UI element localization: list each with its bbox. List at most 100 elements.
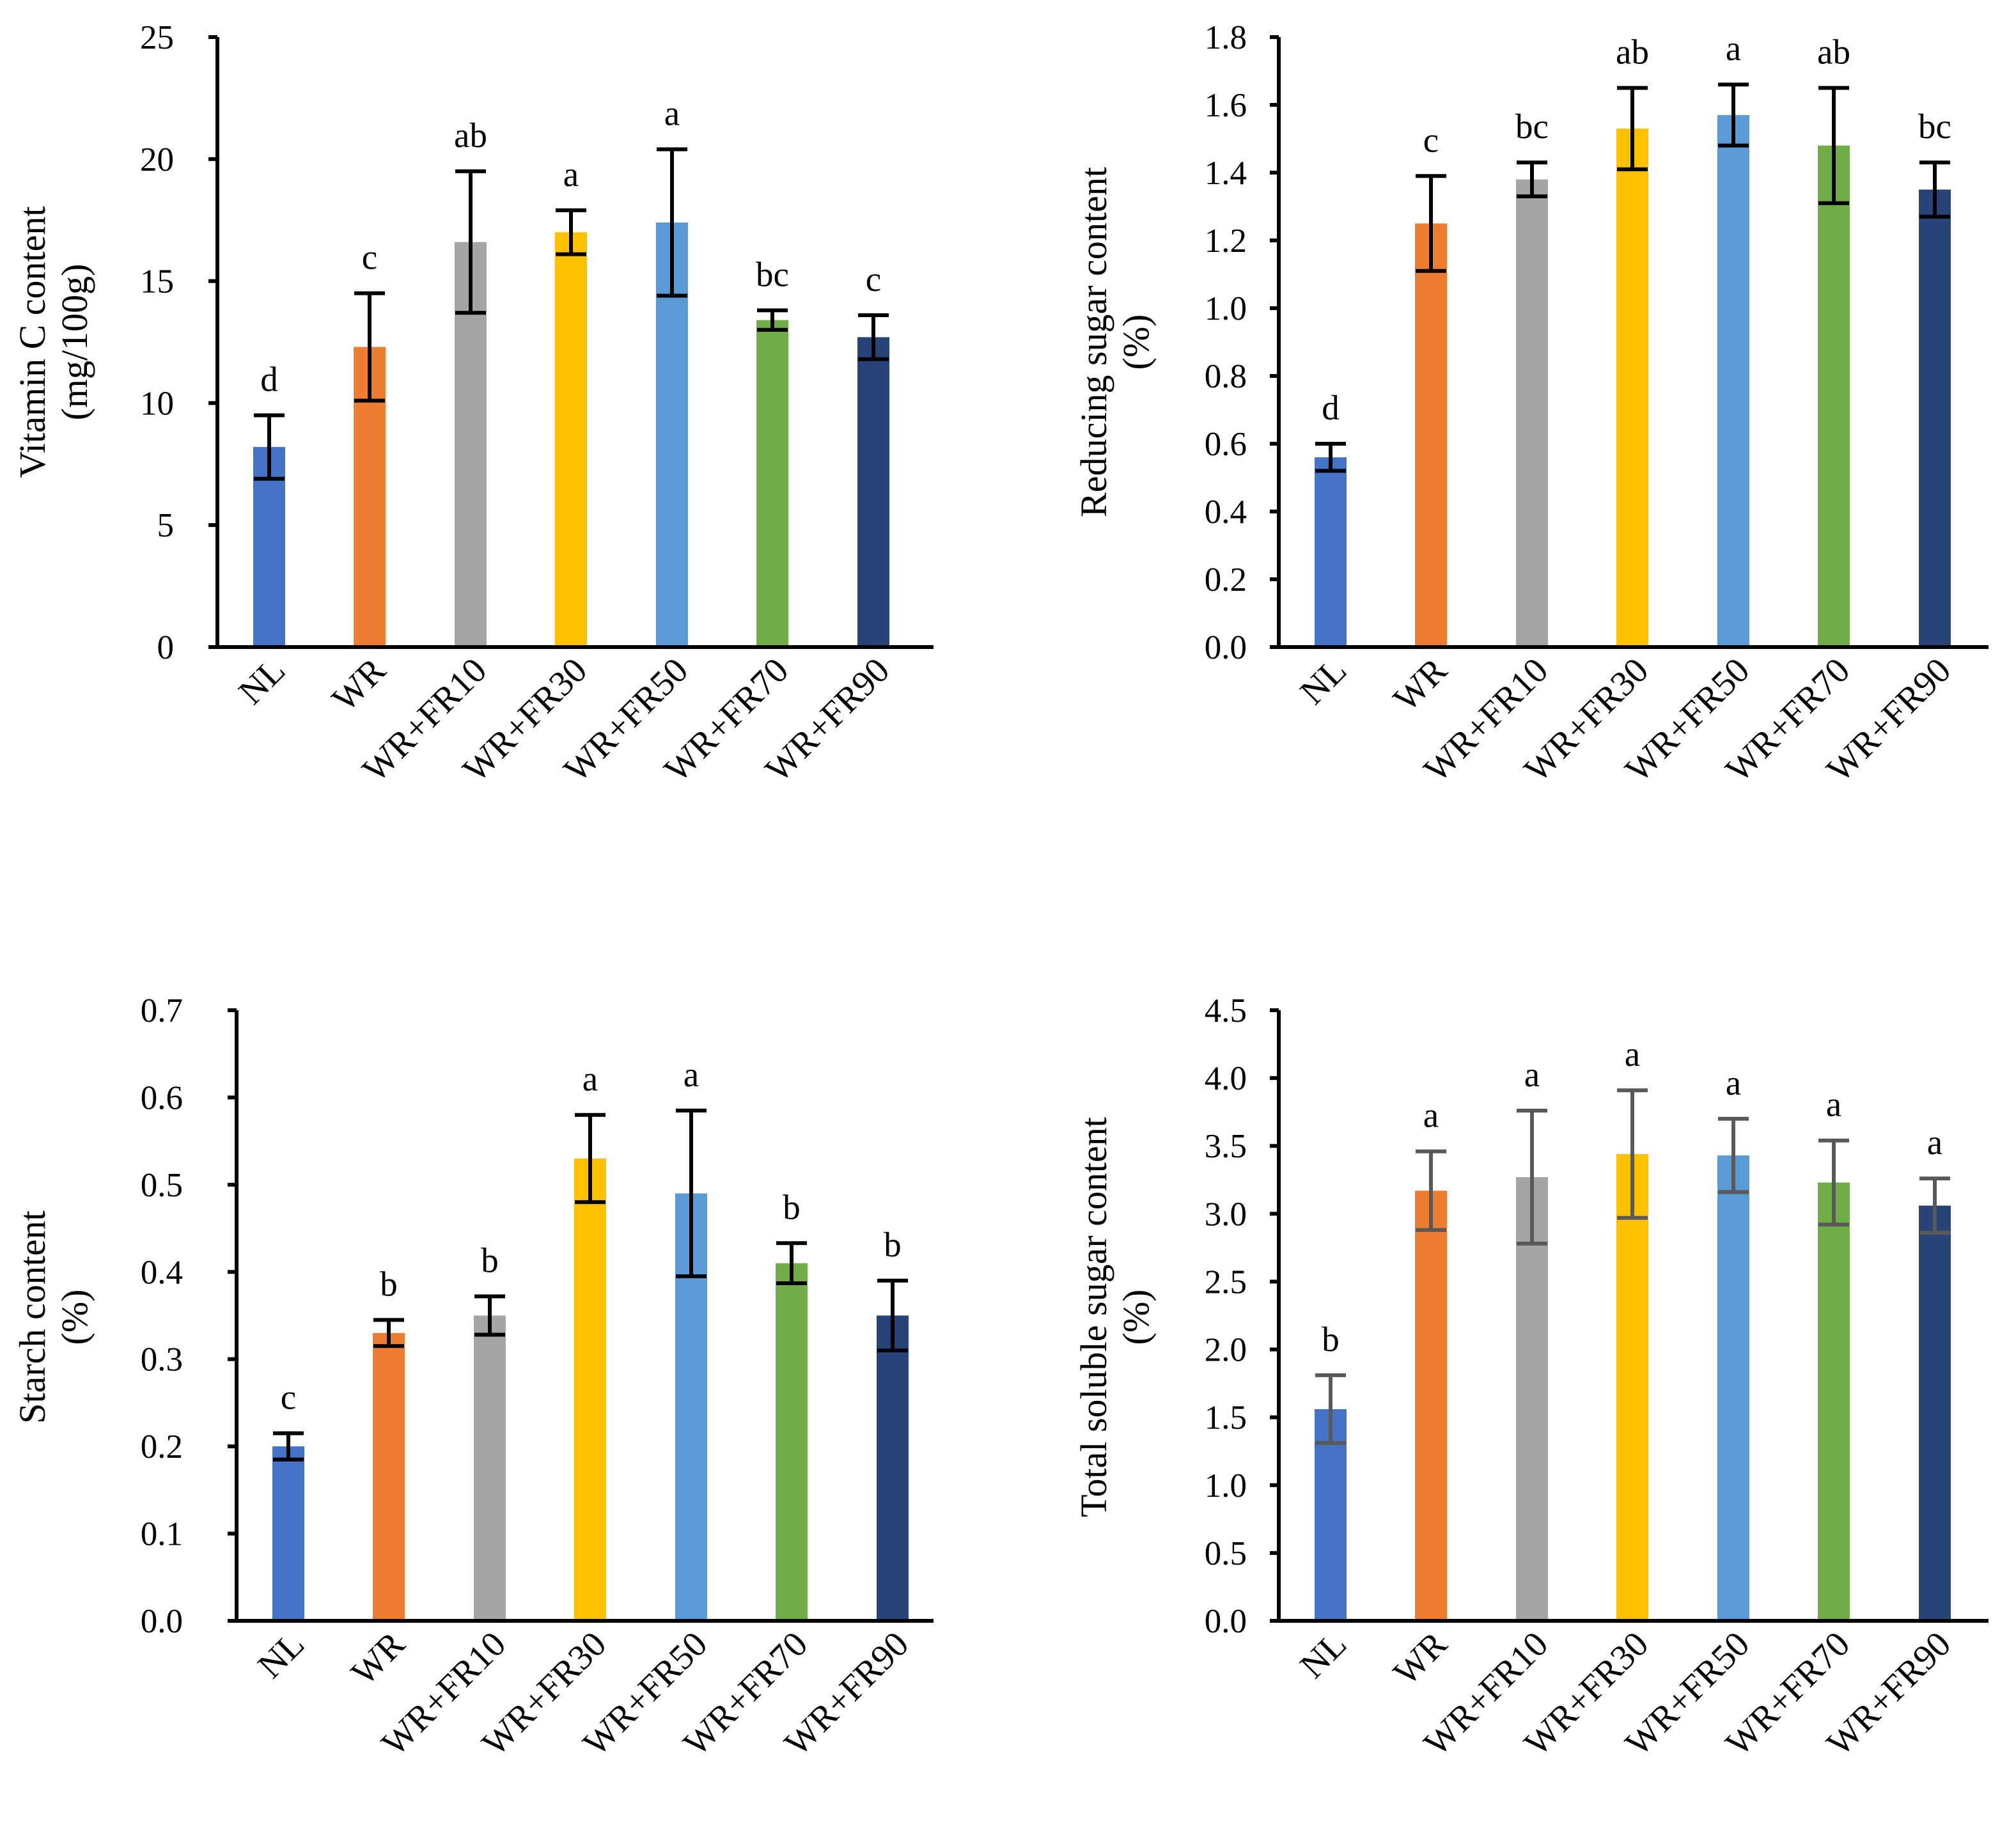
significance-letter: ab	[454, 116, 487, 155]
significance-letter: a	[1423, 1096, 1439, 1135]
bar-WR+FR10	[1516, 1177, 1548, 1619]
y-tick-label: 0.4	[141, 1254, 183, 1291]
y-axis-label-line: Starch content	[12, 1210, 53, 1423]
y-tick-label: 4.0	[1205, 1060, 1247, 1097]
y-axis-label: Reducing sugar content(%)	[1073, 167, 1157, 517]
y-tick-label: 15	[140, 263, 174, 301]
significance-letter: b	[884, 1225, 902, 1264]
significance-letter: a	[582, 1059, 598, 1098]
bar-WR+FR30	[1616, 129, 1648, 646]
chart-panel-2: 0.0 0.2 0.4 0.6 0.8 1.0 1.2 1.4 1.6 1.8 Reducing s…	[1073, 19, 1989, 790]
significance-letter: a	[1927, 1123, 1942, 1162]
y-axis-label-line: Vitamin C content	[12, 206, 53, 478]
category-label: NL	[1293, 1624, 1355, 1686]
significance-letter: b	[783, 1187, 801, 1226]
y-tick-label: 0.7	[141, 992, 183, 1029]
y-tick-label: 0.4	[1205, 494, 1247, 531]
y-tick-label: 1.6	[1205, 87, 1247, 124]
chart-panel-4: 0.0 0.5 1.0 1.5 2.0 2.5 3.0 3.5 4.0 4.5 Total solu…	[1073, 992, 1989, 1763]
y-axis-label-line: Reducing sugar content	[1073, 167, 1114, 517]
significance-letter: c	[362, 238, 377, 277]
significance-letter: bc	[1918, 107, 1951, 146]
y-tick-label: 3.0	[1205, 1196, 1247, 1233]
y-tick-label: 0.2	[1205, 561, 1247, 598]
bar-WR+FR30	[1616, 1153, 1648, 1619]
bar-WR+FR70	[1818, 1182, 1850, 1619]
y-tick-label: 20	[140, 141, 174, 178]
y-tick-label: 25	[140, 19, 174, 56]
significance-letter: a	[1826, 1085, 1841, 1124]
significance-letter: bc	[756, 254, 789, 293]
y-tick-label: 0.6	[141, 1079, 183, 1116]
category-label: NL	[231, 650, 293, 712]
bar-WR+FR90	[877, 1315, 909, 1619]
significance-letter: a	[684, 1055, 699, 1094]
y-axis-label-line: (%)	[1115, 315, 1157, 370]
significance-letter: a	[1625, 1035, 1640, 1074]
y-axis-label: Starch content(%)	[12, 1210, 95, 1423]
category-label: WR	[344, 1624, 413, 1693]
bar-WR+FR30	[574, 1158, 606, 1619]
y-tick-label: 1.4	[1205, 155, 1247, 192]
y-tick-label: 1.5	[1205, 1400, 1247, 1437]
category-label: WR	[325, 650, 394, 719]
bar-WR	[1415, 1191, 1447, 1619]
chart-panel-3: 0.0 0.1 0.2 0.3 0.4 0.5 0.6 0.7 Starch content(%…	[12, 992, 934, 1763]
y-tick-label: 0.1	[141, 1516, 183, 1553]
y-tick-label: 1.2	[1205, 223, 1247, 260]
significance-letter: a	[1524, 1055, 1540, 1094]
y-tick-label: 0.0	[1205, 1603, 1247, 1640]
category-label: NL	[1293, 650, 1355, 712]
significance-letter: b	[1322, 1320, 1340, 1359]
significance-letter: a	[1726, 29, 1741, 68]
significance-letter: d	[1322, 388, 1340, 427]
y-tick-label: 1.0	[1205, 1467, 1247, 1504]
significance-letter: c	[1423, 120, 1439, 159]
y-tick-label: 2.5	[1205, 1263, 1247, 1301]
significance-letter: a	[563, 155, 579, 194]
significance-letter: ab	[1616, 33, 1649, 72]
significance-letter: bc	[1515, 107, 1549, 146]
bar-WR+FR70	[776, 1263, 808, 1619]
bar-WR+FR10	[474, 1315, 506, 1619]
significance-letter: c	[866, 260, 881, 299]
category-label: NL	[251, 1624, 313, 1686]
bar-WR	[1415, 223, 1447, 645]
bar-WR+FR90	[1919, 1205, 1951, 1619]
bar-WR+FR30	[555, 232, 587, 645]
y-tick-label: 0	[157, 629, 175, 666]
y-tick-label: 5	[157, 507, 175, 544]
bar-WR+FR90	[1919, 189, 1951, 645]
category-label: WR	[1386, 650, 1455, 719]
y-tick-label: 1.8	[1205, 19, 1247, 56]
y-axis-label-line: Total soluble sugar content	[1073, 1117, 1114, 1517]
y-axis-label-line: (mg/100g)	[54, 264, 95, 421]
y-tick-label: 0.5	[1205, 1535, 1247, 1572]
y-tick-label: 0.0	[141, 1603, 183, 1640]
bar-WR+FR70	[756, 320, 788, 645]
bar-WR+FR50	[1717, 1155, 1749, 1619]
significance-letter: a	[664, 94, 680, 133]
y-tick-label: 3.5	[1205, 1128, 1247, 1165]
y-axis-label: Vitamin C content(mg/100g)	[12, 206, 95, 478]
y-tick-label: 0.2	[141, 1428, 183, 1465]
bar-WR+FR90	[857, 337, 889, 645]
significance-letter: b	[380, 1264, 398, 1303]
chart-panel-1: 0 5 10 15 20 25 Vitamin C content(mg/100g) d NL c…	[12, 19, 934, 790]
bar-NL	[1315, 457, 1347, 645]
y-tick-label: 4.5	[1205, 992, 1247, 1029]
y-tick-label: 1.0	[1205, 290, 1247, 327]
y-tick-label: 0.5	[141, 1167, 183, 1204]
bar-WR+FR70	[1818, 145, 1850, 646]
significance-letter: a	[1726, 1063, 1741, 1102]
y-tick-label: 0.0	[1205, 629, 1247, 666]
y-axis-label-line: (%)	[54, 1290, 95, 1345]
bar-WR+FR50	[1717, 114, 1749, 645]
y-tick-label: 0.6	[1205, 426, 1247, 463]
y-tick-label: 10	[140, 385, 174, 422]
significance-letter: ab	[1817, 33, 1850, 72]
bar-WR	[373, 1332, 405, 1619]
y-tick-label: 2.0	[1205, 1332, 1247, 1369]
significance-letter: c	[281, 1378, 296, 1417]
